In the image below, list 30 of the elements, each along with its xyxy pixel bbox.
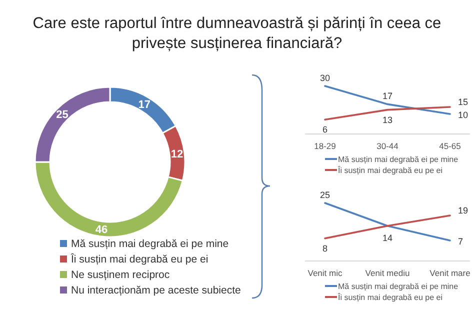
data-label: 46 — [95, 224, 108, 236]
data-label: 17 — [382, 91, 393, 102]
legend-label: Nu interacționăm pe aceste subiecte — [71, 284, 242, 296]
data-label: 15 — [458, 97, 468, 107]
legend-label: Mă susțin mai degrabă ei pe mine — [71, 238, 229, 250]
data-label: 25 — [56, 109, 68, 122]
x-tick-label: 45-65 — [439, 141, 462, 151]
data-label: 19 — [458, 205, 468, 216]
data-label: 14 — [382, 232, 393, 243]
data-label: 8 — [322, 243, 328, 254]
data-label: 30 — [320, 73, 330, 83]
legend-label: Ne susținem reciproc — [71, 269, 170, 281]
chart-title: Care este raportul între dumneavoastră și părinți în ceea ce privește susținerea financiară? — [32, 15, 442, 52]
legend-label: Îi susțin mai degrabă eu pe ei — [337, 293, 443, 302]
legend-label: Îi susțin mai degrabă eu pe ei — [337, 166, 443, 175]
data-label: 25 — [320, 190, 330, 200]
data-label: 12 — [170, 148, 184, 160]
data-label: 6 — [322, 124, 328, 135]
data-label: 10 — [458, 110, 468, 120]
x-tick-label: 30-44 — [376, 141, 399, 151]
x-tick-label: Venit mare — [430, 268, 471, 278]
x-tick-label: 18-29 — [314, 141, 336, 151]
x-tick-label: Venit mic — [308, 268, 343, 278]
legend-label: Îi susțin mai degrabă eu pe ei — [70, 252, 208, 266]
data-label: 13 — [382, 114, 393, 125]
data-label: 17 — [138, 98, 150, 111]
legend-label: Mă susțin mai degrabă ei pe mine — [338, 282, 459, 291]
x-tick-label: Venit mediu — [365, 268, 410, 278]
legend-label: Mă susțin mai degrabă ei pe mine — [338, 155, 459, 164]
data-label: 7 — [458, 236, 464, 246]
